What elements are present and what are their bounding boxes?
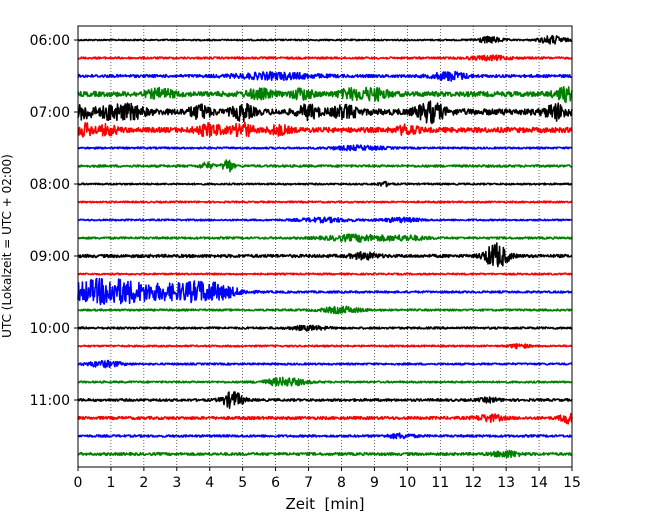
x-tick-label: 3	[172, 475, 181, 491]
trace-1045	[77, 376, 573, 387]
x-tick-label: 1	[106, 475, 115, 491]
trace-1100	[77, 391, 573, 409]
x-tick-label: 10	[398, 475, 416, 491]
trace-1145	[77, 449, 573, 459]
trace-0915	[77, 272, 573, 276]
trace-0800	[77, 180, 573, 188]
y-tick-label: 07:00	[30, 105, 70, 121]
x-tick-label: 0	[74, 475, 83, 491]
trace-0930	[77, 277, 573, 306]
x-tick-label: 7	[304, 475, 313, 491]
trace-0900	[77, 242, 573, 268]
trace-0815	[77, 200, 573, 204]
traces	[77, 34, 573, 459]
trace-0845	[77, 233, 573, 243]
trace-0715	[77, 121, 573, 138]
x-tick-label: 11	[431, 475, 449, 491]
y-tick-label: 08:00	[30, 177, 70, 193]
x-tick-label: 4	[205, 475, 214, 491]
trace-1130	[77, 432, 573, 440]
trace-0645	[77, 86, 573, 104]
trace-1030	[77, 359, 573, 369]
trace-0730	[77, 144, 573, 152]
x-tick-label: 9	[370, 475, 379, 491]
trace-0830	[77, 216, 573, 224]
trace-0745	[77, 159, 573, 173]
x-tick-label: 5	[238, 475, 247, 491]
trace-0600	[77, 34, 573, 45]
trace-1015	[77, 343, 573, 350]
x-tick-label: 2	[139, 475, 148, 491]
plot-frame	[77, 25, 573, 468]
x-tick-label: 13	[497, 475, 515, 491]
y-tick-label: 06:00	[30, 33, 70, 49]
x-tick-label: 15	[563, 475, 581, 491]
trace-1000	[77, 324, 573, 332]
x-tick-label: 12	[464, 475, 482, 491]
y-tick-label: 11:00	[30, 393, 70, 409]
y-tick-label: 09:00	[30, 249, 70, 265]
trace-0615	[77, 54, 573, 62]
trace-1115	[77, 412, 573, 425]
trace-0700	[77, 100, 573, 125]
x-axis: 0 1 2 3 4 5 6 7 8 9 10 11 12 13 14 15	[74, 467, 581, 491]
y-axis: 06:00 07:00 08:00 09:00 10:00 11:00	[30, 33, 78, 409]
y-tick-label: 10:00	[30, 321, 70, 337]
y-axis-label: UTC (Lokalzeit = UTC + 02:00)	[0, 154, 14, 338]
x-tick-label: 6	[271, 475, 280, 491]
x-axis-label: Zeit [min]	[285, 495, 364, 513]
x-tick-label: 8	[337, 475, 346, 491]
trace-0945	[77, 305, 573, 315]
x-tick-label: 14	[530, 475, 548, 491]
trace-0630	[77, 70, 573, 82]
